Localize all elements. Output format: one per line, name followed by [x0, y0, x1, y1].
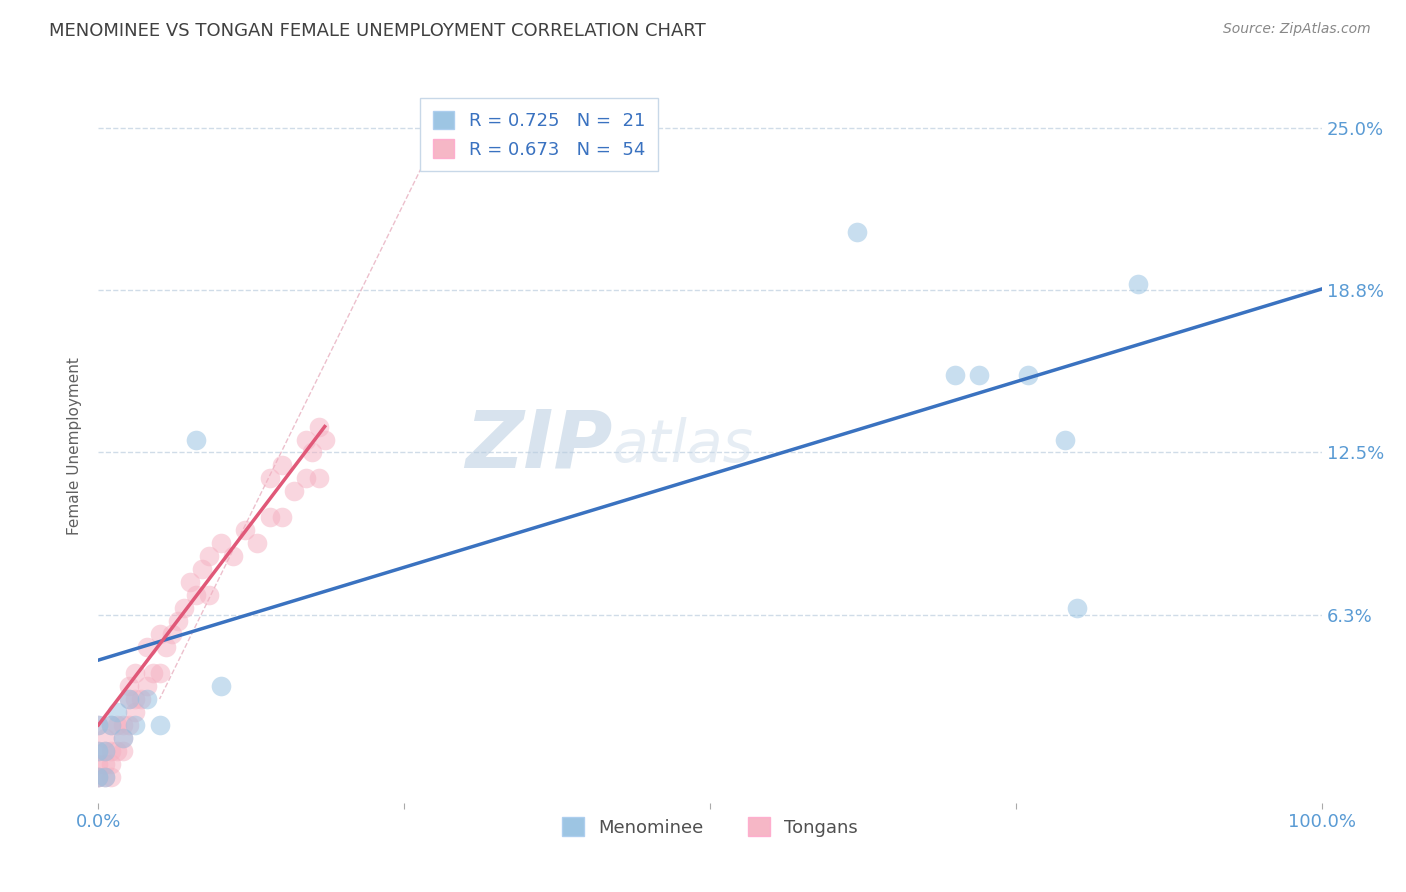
Point: [105, 705, 128, 719]
Point: [111, 744, 134, 758]
Point: [246, 536, 269, 550]
Text: MENOMINEE VS TONGAN FEMALE UNEMPLOYMENT CORRELATION CHART: MENOMINEE VS TONGAN FEMALE UNEMPLOYMENT …: [49, 22, 706, 40]
Point: [87, 756, 110, 771]
Point: [295, 433, 318, 447]
Point: [1017, 368, 1039, 382]
Point: [149, 666, 172, 681]
Point: [136, 692, 159, 706]
Point: [270, 510, 294, 524]
Point: [93, 744, 115, 758]
Point: [142, 666, 165, 681]
Point: [100, 718, 122, 732]
Point: [111, 731, 134, 745]
Point: [100, 718, 122, 732]
Point: [87, 718, 110, 732]
Point: [845, 225, 868, 239]
Point: [179, 575, 201, 590]
Point: [186, 433, 208, 447]
Point: [301, 445, 323, 459]
Point: [209, 679, 232, 693]
Point: [314, 433, 336, 447]
Point: [283, 484, 305, 499]
Point: [118, 679, 141, 693]
Point: [308, 471, 330, 485]
Point: [118, 692, 141, 706]
Point: [105, 744, 128, 758]
Point: [197, 549, 219, 564]
Point: [295, 471, 318, 485]
Text: ZIP: ZIP: [465, 407, 612, 485]
Point: [136, 640, 159, 654]
Point: [87, 770, 110, 784]
Point: [100, 770, 122, 784]
Point: [93, 770, 115, 784]
Text: Source: ZipAtlas.com: Source: ZipAtlas.com: [1223, 22, 1371, 37]
Point: [1066, 601, 1088, 615]
Point: [118, 718, 141, 732]
Point: [967, 368, 990, 382]
Point: [197, 588, 219, 602]
Legend: Menominee, Tongans: Menominee, Tongans: [554, 810, 866, 844]
Point: [87, 770, 110, 784]
Point: [222, 549, 245, 564]
Point: [124, 666, 146, 681]
Point: [149, 627, 172, 641]
Point: [186, 588, 208, 602]
Point: [259, 510, 281, 524]
Point: [87, 770, 110, 784]
Point: [149, 718, 172, 732]
Point: [100, 756, 122, 771]
Point: [160, 627, 183, 641]
Point: [136, 679, 159, 693]
Point: [124, 692, 146, 706]
Point: [87, 744, 110, 758]
Point: [209, 536, 232, 550]
Point: [93, 756, 115, 771]
Point: [111, 718, 134, 732]
Point: [259, 471, 281, 485]
Point: [129, 692, 152, 706]
Y-axis label: Female Unemployment: Female Unemployment: [67, 357, 83, 535]
Point: [155, 640, 177, 654]
Point: [308, 419, 330, 434]
Point: [105, 718, 128, 732]
Point: [124, 718, 146, 732]
Point: [118, 692, 141, 706]
Point: [270, 458, 294, 473]
Point: [1128, 277, 1150, 291]
Point: [93, 770, 115, 784]
Text: atlas: atlas: [612, 417, 754, 475]
Point: [943, 368, 966, 382]
Point: [124, 705, 146, 719]
Point: [87, 744, 110, 758]
Point: [87, 718, 110, 732]
Point: [1053, 433, 1076, 447]
Point: [111, 731, 134, 745]
Point: [191, 562, 214, 576]
Point: [100, 744, 122, 758]
Point: [93, 731, 115, 745]
Point: [233, 524, 256, 538]
Point: [173, 601, 195, 615]
Point: [167, 614, 190, 628]
Point: [93, 744, 115, 758]
